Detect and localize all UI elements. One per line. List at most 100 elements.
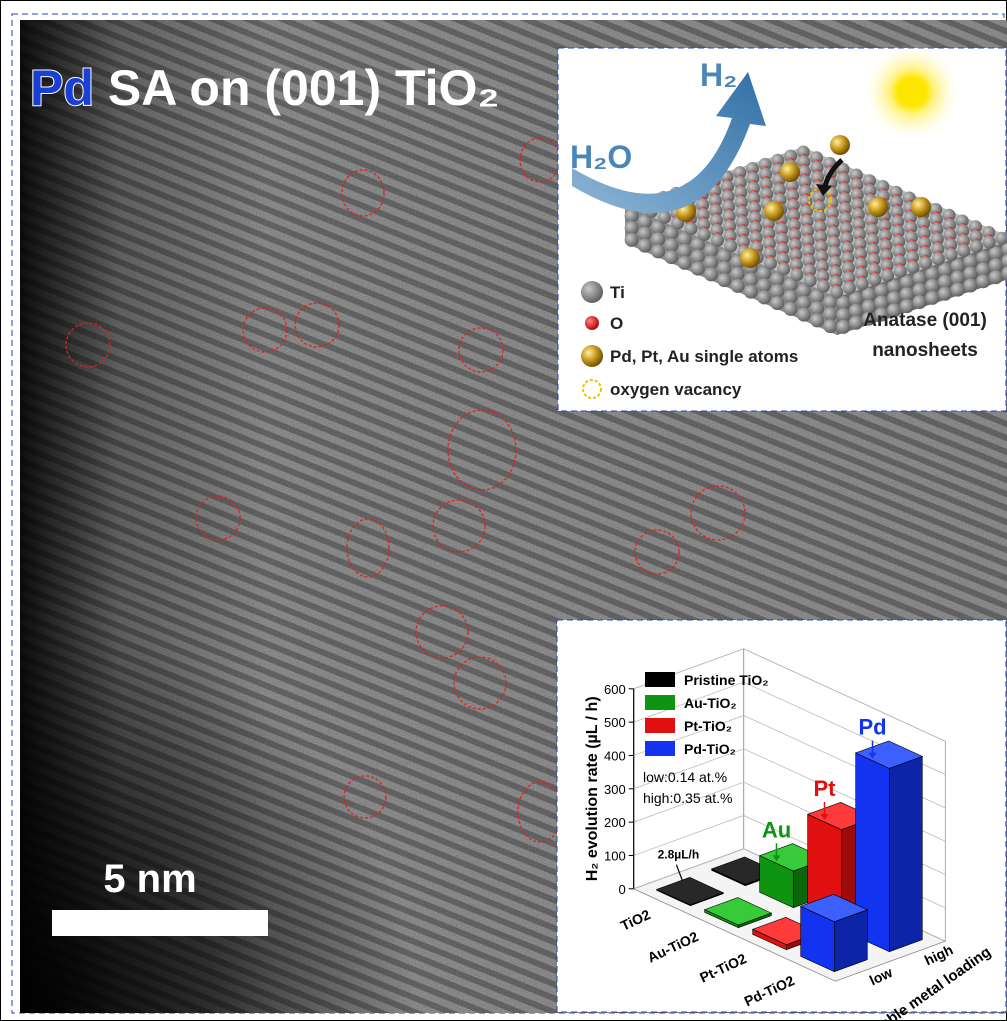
title-text: SA on (001) TiO₂: [108, 60, 500, 116]
ti-atom: [638, 227, 652, 241]
h2-label: H₂: [700, 57, 737, 93]
schematic-inset: H₂O H₂ Ti O Pd, Pt, Au single atoms oxyg…: [558, 44, 1007, 411]
ti-atom: [678, 244, 692, 258]
ti-atom: [849, 304, 863, 318]
ti-atom: [938, 287, 952, 301]
ti-atom: [836, 320, 850, 334]
y-tick-label: 500: [604, 715, 626, 730]
legend-text: Pd, Pt, Au single atoms: [610, 347, 798, 366]
ti-atom: [698, 228, 711, 241]
ti-atom: [875, 296, 889, 310]
page: PdSA on (001) TiO₂ 5 nm H₂O H₂ Ti O Pd, …: [0, 0, 1007, 1021]
y-tick-label: 300: [604, 782, 626, 797]
ti-atom: [770, 284, 784, 298]
ti-atom: [724, 240, 737, 253]
legend-swatch: [645, 672, 675, 687]
metal-legend-marker: [581, 345, 603, 367]
legend-label: Pd-TiO₂: [684, 741, 736, 757]
ti-atom: [881, 269, 894, 282]
ti-atom: [925, 291, 939, 305]
title-element: Pd: [30, 60, 94, 116]
legend-swatch: [645, 695, 675, 710]
ti-atom: [777, 263, 790, 276]
ti-atom: [625, 233, 639, 247]
ti-atom: [894, 265, 907, 278]
note: high:0.35 at.%: [643, 790, 733, 806]
legend-label: Pt-TiO₂: [684, 718, 732, 734]
ti-atom: [638, 239, 652, 253]
caption: nanosheets: [872, 340, 978, 361]
scale-bar: [52, 910, 268, 936]
ti-atom: [964, 279, 978, 293]
ti-atom: [907, 261, 920, 274]
ti-atom: [810, 313, 824, 327]
ti-atom: [731, 267, 745, 281]
legend-label: Pristine TiO₂: [684, 672, 769, 688]
ti-atom: [704, 267, 718, 281]
ti-atom: [764, 257, 777, 270]
ti-atom: [849, 316, 863, 330]
y-tick-label: 400: [604, 748, 626, 763]
o-legend-marker: [585, 316, 599, 330]
ti-atom: [757, 290, 771, 304]
note: low:0.14 at.%: [643, 769, 727, 785]
ti-atom: [900, 287, 914, 301]
ti-atom: [976, 262, 990, 276]
ti-atom: [790, 268, 803, 281]
ti-atom: [830, 286, 843, 299]
ti-atom: [951, 271, 965, 285]
legend-text: oxygen vacancy: [610, 380, 742, 399]
ti-atom: [651, 244, 665, 258]
ti-atom: [625, 221, 639, 235]
legend-label: Au-TiO₂: [684, 695, 737, 711]
ti-atom: [664, 250, 678, 264]
ti-atom: [678, 256, 692, 270]
figure: PdSA on (001) TiO₂ 5 nm H₂O H₂ Ti O Pd, …: [0, 0, 1007, 1021]
ti-atom: [804, 274, 817, 287]
ti-atom: [757, 278, 771, 292]
legend-swatch: [645, 741, 675, 756]
scale-bar-label: 5 nm: [103, 857, 196, 901]
h2o-label: H₂O: [570, 139, 632, 175]
ti-atom: [784, 302, 798, 316]
ti-atom: [868, 273, 881, 286]
metal-atom: [740, 248, 760, 268]
metal-atom: [830, 135, 850, 155]
ti-atom: [704, 255, 718, 269]
ti-atom: [983, 236, 996, 249]
ti-atom: [658, 211, 671, 224]
ti-atom: [945, 248, 958, 261]
ti-atom: [784, 290, 798, 304]
ti-atom: [913, 295, 927, 309]
ti-atom: [684, 222, 697, 235]
ti-atom: [989, 270, 1003, 284]
ti-atom: [856, 277, 869, 290]
ti-atom: [836, 308, 850, 322]
y-tick-label: 200: [604, 815, 626, 830]
ti-atom: [651, 232, 665, 246]
ti-atom: [744, 285, 758, 299]
ti-atom: [964, 267, 978, 281]
ti-atom: [797, 308, 811, 322]
ti-atom: [887, 291, 901, 305]
value-label: 2.8µL/h: [658, 848, 700, 862]
ti-atom: [938, 275, 952, 289]
ti-atom: [925, 279, 939, 293]
y-tick-label: 600: [604, 682, 626, 697]
bar-label: Pt: [814, 776, 837, 801]
bar: [801, 894, 868, 971]
ti-atom: [970, 240, 983, 253]
ti-atom: [691, 262, 705, 276]
ti-atom: [731, 279, 745, 293]
ti-atom: [664, 238, 678, 252]
ti-atom: [843, 281, 856, 294]
metal-atom: [868, 197, 888, 217]
ti-atom: [797, 296, 811, 310]
bar-label: Au: [762, 817, 791, 842]
ti-atom: [691, 250, 705, 264]
ti-atom: [913, 283, 927, 297]
metal-atom: [780, 162, 800, 182]
y-axis-title: H₂ evolution rate (µL / h): [584, 696, 601, 881]
legend-text: Ti: [610, 283, 625, 302]
ti-atom: [976, 274, 990, 288]
